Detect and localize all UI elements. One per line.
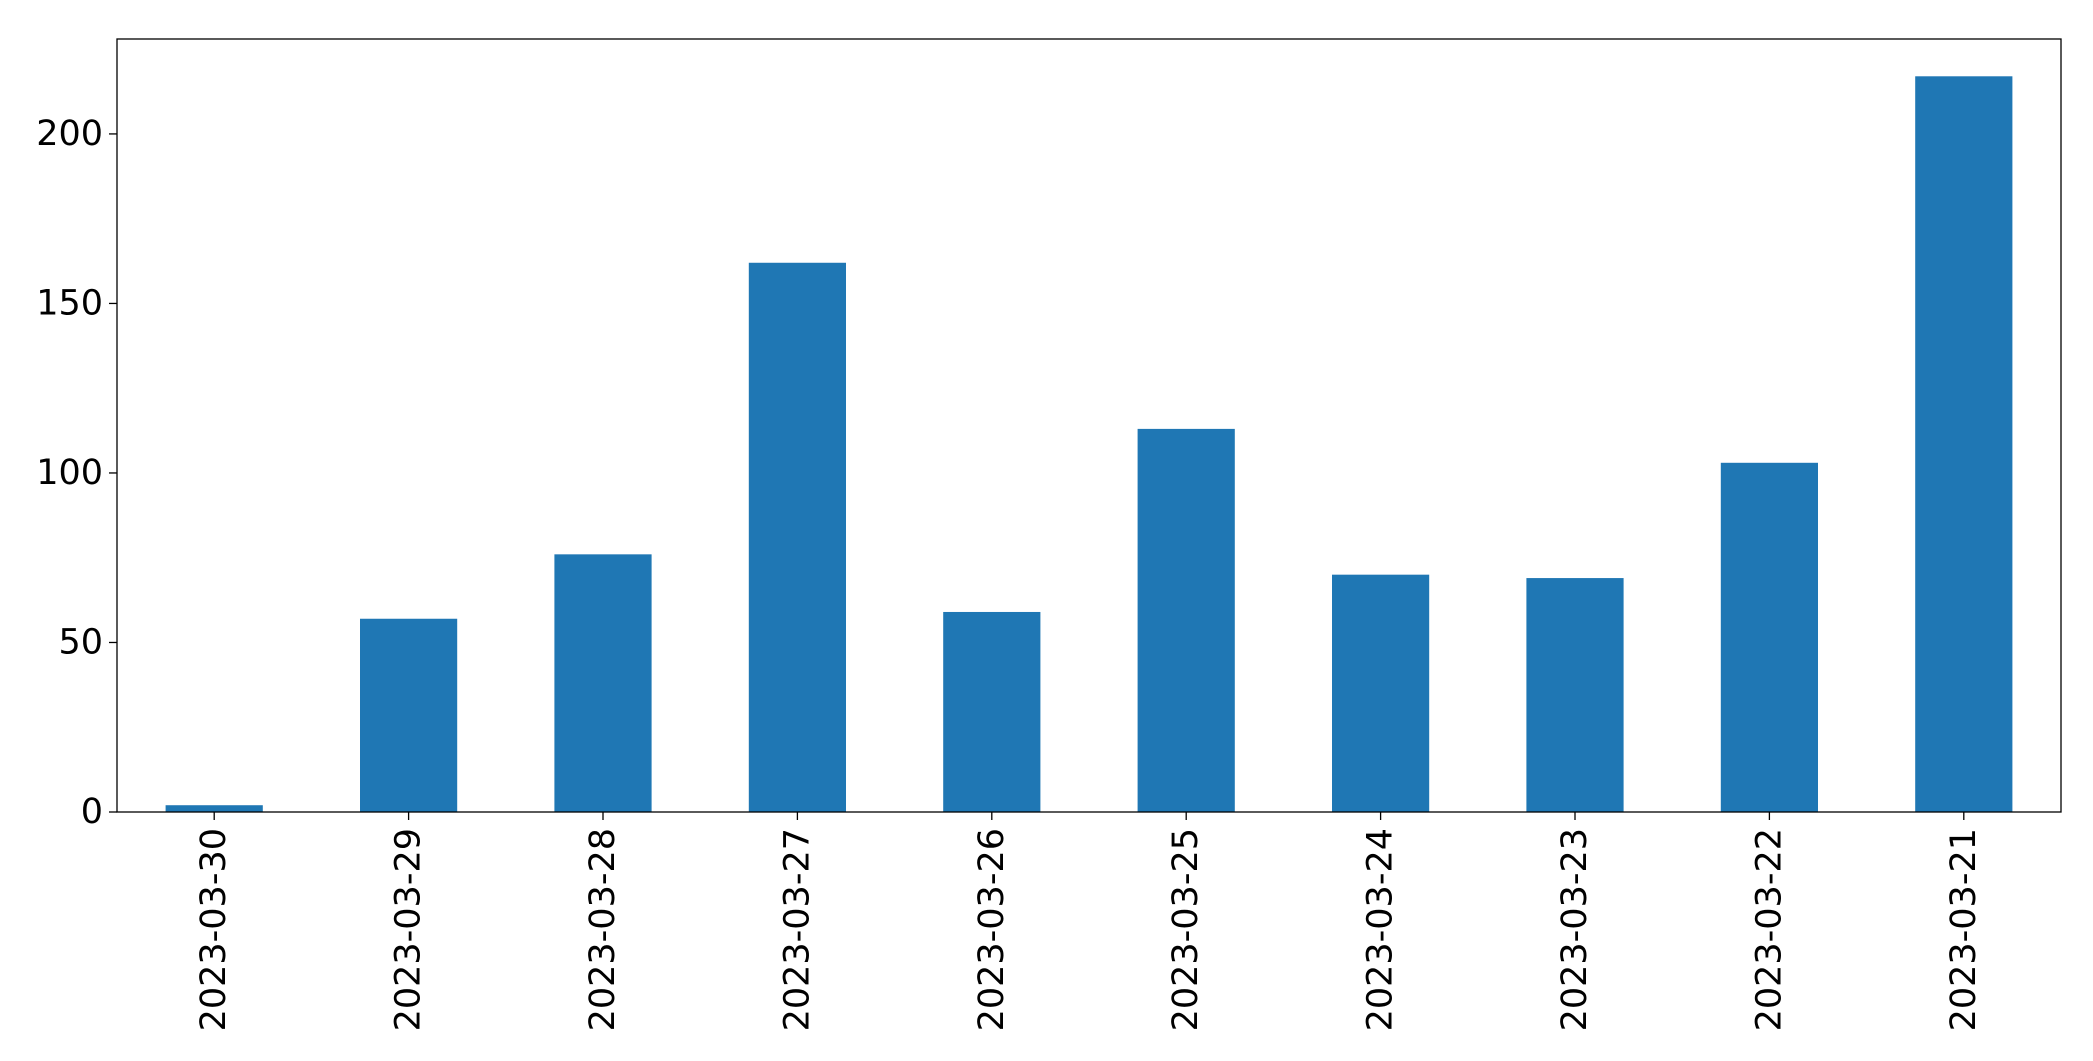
- x-tick-label: 2023-03-27: [777, 828, 817, 1031]
- bar-2023-03-21: [1915, 76, 2013, 812]
- bar-2023-03-28: [554, 554, 652, 812]
- y-tick-label: 0: [81, 792, 103, 832]
- y-tick-label: 200: [36, 114, 103, 154]
- x-tick-label: 2023-03-23: [1555, 828, 1595, 1031]
- x-tick-label: 2023-03-28: [583, 828, 623, 1031]
- y-tick-label: 50: [58, 622, 103, 662]
- bar-2023-03-23: [1526, 578, 1624, 812]
- x-tick-label: 2023-03-25: [1166, 828, 1206, 1031]
- x-tick-label: 2023-03-29: [389, 828, 429, 1031]
- bars-group: [165, 76, 2013, 812]
- x-tick-label: 2023-03-22: [1749, 828, 1789, 1031]
- bar-2023-03-24: [1332, 574, 1430, 812]
- bar-2023-03-22: [1720, 462, 1818, 812]
- plot-frame: [116, 38, 2062, 813]
- bar-2023-03-29: [360, 618, 458, 812]
- y-tick-label: 100: [36, 453, 103, 493]
- bar-2023-03-26: [943, 611, 1041, 812]
- x-tick-label: 2023-03-30: [194, 828, 234, 1031]
- bar-2023-03-27: [748, 262, 846, 812]
- y-tick-label: 150: [36, 283, 103, 323]
- bar-2023-03-25: [1137, 428, 1235, 812]
- bar-2023-03-30: [165, 805, 263, 812]
- x-tick-label: 2023-03-21: [1944, 828, 1984, 1031]
- x-tick-label: 2023-03-24: [1361, 828, 1401, 1031]
- x-tick-label: 2023-03-26: [972, 828, 1012, 1031]
- x-axis: 2023-03-30 2023-03-29 2023-03-28 2023-03-27…: [194, 812, 1984, 1031]
- y-axis: 0 50 100 150 200: [36, 114, 117, 832]
